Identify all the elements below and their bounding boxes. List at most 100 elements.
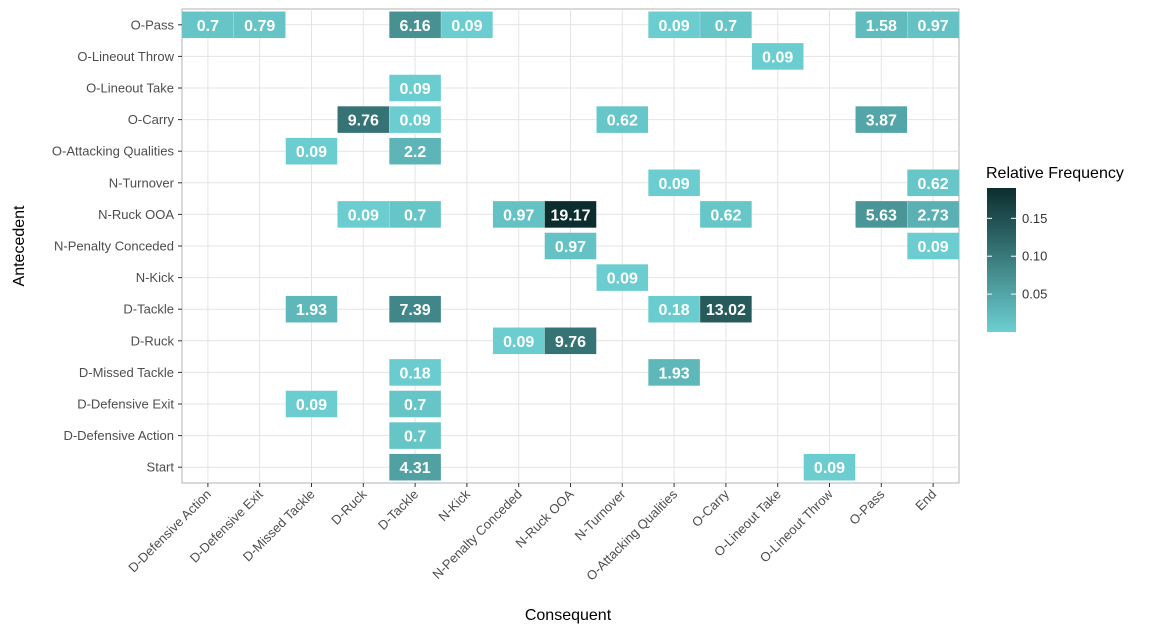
cell-tile [907,201,959,228]
cell-label: 0.09 [503,334,534,351]
legend-ticks: 0.05 0.10 0.15 [987,211,1047,302]
cell-label: 0.62 [710,207,741,224]
heatmap-cell: 0.7 [389,390,441,418]
y-tick-label: N-Kick [136,270,175,285]
legend-tick-label: 0.15 [1022,211,1047,226]
cell-tile [389,74,441,102]
heatmap-cell: 2.73 [907,201,959,228]
cell-tile [648,169,700,197]
cell-tile [907,169,959,197]
heatmap-cell: 1.93 [285,295,338,323]
grid-lines [182,9,959,483]
cell-tile [285,390,338,418]
heatmap-cell: 0.7 [389,422,441,449]
x-tick-label: N-Penalty Conceded [429,487,524,582]
cell-tile [389,137,441,165]
cell-tile [389,390,441,418]
x-tick-label: End [912,487,939,514]
cell-label: 0.62 [607,113,638,130]
heatmap-cell: 19.17 [544,201,597,228]
cell-label: 5.63 [866,207,897,224]
cell-tile [492,327,545,355]
heatmap-cell: 0.62 [700,201,752,228]
cell-tile [285,137,338,165]
cell-label: 0.7 [404,397,426,414]
cell-label: 1.58 [866,18,897,35]
cell-label: 0.09 [400,113,431,130]
cell-label: 0.09 [814,460,845,477]
cell-tile [803,453,856,481]
legend-colorbar [987,188,1016,332]
cell-label: 0.09 [659,176,690,193]
cell-label: 0.09 [607,271,638,288]
cell-label: 9.76 [555,334,586,351]
cell-label: 7.39 [400,302,431,319]
cell-tile [596,264,649,291]
cell-tile [233,11,286,39]
cell-tile [648,11,700,39]
cell-label: 6.16 [400,18,431,35]
cell-tile [648,295,700,323]
x-tick-label: O-Pass [846,486,888,528]
heatmap-cell: 0.09 [492,327,545,355]
cell-tile [648,359,700,386]
y-axis-ticks: O-Pass O-Lineout Throw O-Lineout Take O-Car… [52,17,182,475]
y-tick-label: N-Penalty Conceded [54,239,174,254]
heatmap-cell: 0.09 [441,11,493,39]
cell-tile [907,232,959,260]
cell-tile [389,295,441,323]
heatmap-cell: 0.79 [233,11,286,39]
cell-tile [389,11,441,39]
cell-label: 0.7 [404,207,426,224]
cell-label: 0.09 [400,81,431,98]
legend-tick-label: 0.10 [1022,249,1047,264]
cell-tile [389,106,441,133]
cell-label: 0.09 [296,144,327,161]
cell-tile [855,106,908,133]
y-tick-label: O-Carry [128,112,175,127]
cell-label: 0.97 [918,18,949,35]
cell-tile [544,327,597,355]
heatmap-cell: 0.7 [389,201,441,228]
cell-tile [389,201,441,228]
heatmap-cell: 0.97 [492,201,545,228]
legend-title: Relative Frequency [986,165,1124,182]
cell-label: 0.79 [244,18,275,35]
cell-tile [700,201,752,228]
y-tick-label: N-Turnover [109,175,175,190]
legend: Relative Frequency 0.05 0.10 0.15 [986,165,1124,332]
heatmap-cell: 9.76 [337,106,390,133]
cell-tile [389,422,441,449]
cell-tile [544,201,597,228]
cell-tile [907,11,959,39]
heatmap-cell: 4.31 [389,453,441,481]
cell-tile [751,43,804,70]
cell-tile [855,201,908,228]
cell-label: 0.09 [348,207,379,224]
cell-tile [700,295,752,323]
cell-label: 0.97 [503,207,534,224]
y-axis-title: Antecedent [11,205,28,287]
heatmap-cell: 0.09 [337,201,390,228]
cell-label: 9.76 [348,113,379,130]
heatmap-cell: 0.62 [907,169,959,197]
y-tick-label: D-Defensive Exit [77,397,174,412]
cell-tile [441,11,493,39]
heatmap-cell: 13.02 [700,295,752,323]
y-tick-label: O-Pass [131,17,175,32]
heatmap-cell: 9.76 [544,327,597,355]
cell-tile [337,201,390,228]
cell-label: 0.7 [404,429,426,446]
heatmap-cell: 0.09 [389,106,441,133]
heatmap-cell: 0.18 [648,295,700,323]
cell-label: 0.97 [555,239,586,256]
heatmap-cell: 3.87 [855,106,908,133]
heatmap-cell: 0.09 [648,169,700,197]
cell-tile [596,106,649,133]
cell-label: 0.09 [659,18,690,35]
heatmap-cell: 0.18 [389,359,441,386]
y-tick-label: D-Defensive Action [63,428,174,443]
x-tick-label: D-Ruck [328,486,370,528]
cell-label: 19.17 [550,207,590,224]
